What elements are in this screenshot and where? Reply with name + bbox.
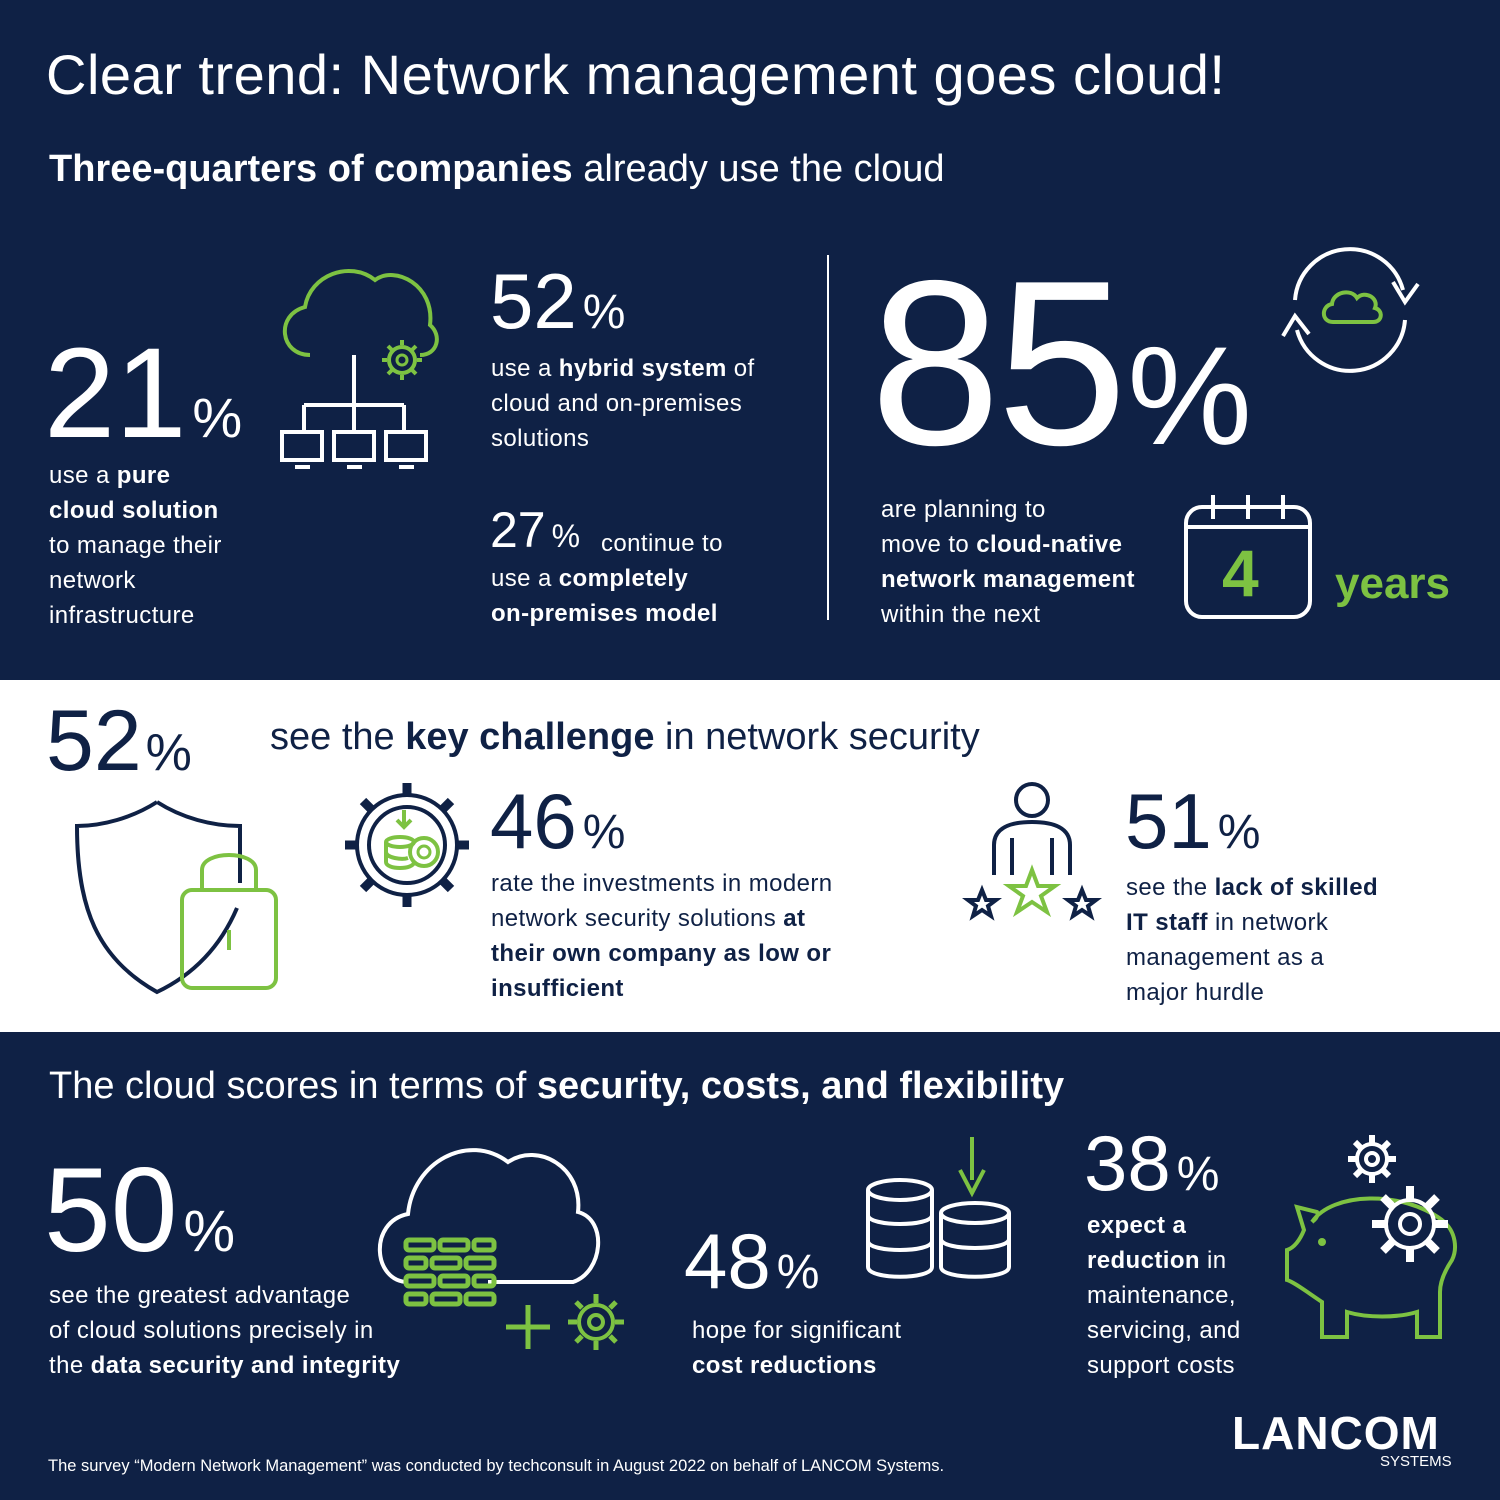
lancom-logo-sub: SYSTEMS (1380, 1453, 1452, 1470)
page-title: Clear trend: Network management goes clo… (46, 43, 1226, 106)
stat-hybrid-value: 52% (490, 257, 626, 345)
stat-data-value: 50% (44, 1143, 236, 1277)
stat-security-text: see the key challenge in network securit… (270, 716, 980, 758)
stat-pure-cloud-text: use a pure cloud solution to manage thei… (49, 462, 222, 629)
calendar-icon (1184, 495, 1312, 619)
section3-heading: The cloud scores in terms of security, c… (49, 1065, 1065, 1107)
stat-invest-value: 46% (490, 777, 626, 865)
stat-hybrid-text: use a hybrid system of cloud and on-prem… (491, 355, 755, 452)
section-cloud-benefits: The cloud scores in terms of security, c… (0, 1032, 1500, 1500)
years-label: years (1335, 559, 1451, 608)
stat-cost-value: 48% (684, 1217, 820, 1305)
section-challenges: 52% see the key challenge in network sec… (0, 680, 1500, 1032)
stat-staff-text: see the lack of skilled IT staff in netw… (1126, 874, 1379, 1006)
gear-coins-icon (345, 783, 469, 907)
cloud-network-icon (280, 269, 439, 469)
stat-maint-value: 38% (1084, 1119, 1220, 1207)
stat-onprem-value: 27% (490, 502, 581, 558)
stat-plan-value: 85% (870, 231, 1252, 494)
stat-cost-text: hope for significant cost reductions (692, 1317, 902, 1379)
calendar-number: 4 (1222, 536, 1259, 610)
cloud-firewall-icon (377, 1148, 624, 1350)
stat-plan-text: are planning to move to cloud-native net… (881, 496, 1135, 628)
stat-pure-cloud-value: 21% (44, 322, 243, 465)
section-cloud-usage: Clear trend: Network management goes clo… (0, 0, 1500, 680)
stat-onprem-text: use a completely on-premises model (491, 565, 718, 627)
stat-data-text: see the greatest advantage of cloud solu… (49, 1282, 401, 1379)
stat-maint-text: expect a reduction in maintenance, servi… (1087, 1212, 1241, 1379)
piggy-bank-gears-icon (1285, 1135, 1457, 1339)
stat-onprem-line1: continue to (601, 530, 723, 557)
person-stars-icon (962, 782, 1102, 921)
shield-lock-icon (74, 800, 278, 995)
cloud-sync-icon (1281, 247, 1420, 373)
coins-download-icon (866, 1137, 1011, 1279)
footnote: The survey “Modern Network Management” w… (48, 1457, 945, 1475)
stat-staff-value: 51% (1125, 777, 1261, 865)
lancom-logo: LANCOM (1232, 1407, 1440, 1459)
stat-invest-text: rate the investments in modern network s… (491, 870, 833, 1002)
stat-security-value: 52% (46, 693, 192, 789)
section1-heading: Three-quarters of companies already use … (49, 148, 945, 190)
vertical-divider (827, 255, 829, 620)
